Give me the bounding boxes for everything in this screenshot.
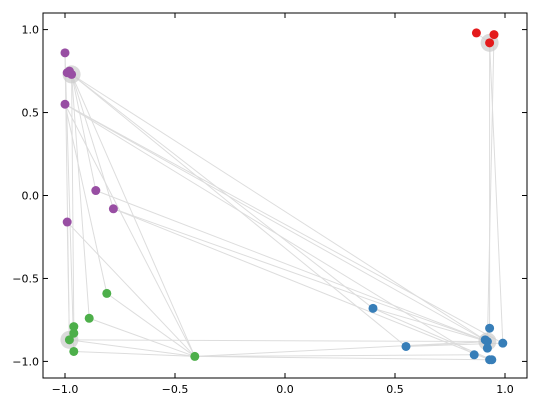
x-tick-label: 1.0 [496,383,514,396]
data-point-blue [485,323,495,333]
data-point-red [485,38,495,48]
graph-edge [66,222,70,340]
graph-edge [95,190,488,342]
tick-labels: −1.0 −0.5 0.0 0.5 1.0 1.0 0.5 0.0 −0.5 −1.0 [12,24,513,396]
data-point-purple [91,186,101,196]
data-point-purple [108,204,118,214]
x-tick-label: 0.5 [386,383,404,396]
data-point-green [69,328,79,338]
edges-layer [64,32,504,361]
data-point-blue [368,303,378,313]
data-point-green [190,351,200,361]
y-tick-label: −1.0 [12,355,39,368]
graph-edge [64,103,475,356]
data-point-blue [498,338,508,348]
y-tick-label: 0.0 [22,190,40,203]
points-layer [60,28,508,365]
x-tick-label: −1.0 [52,383,79,396]
data-point-green [102,288,112,298]
data-point-green [64,335,74,345]
data-point-blue [482,337,492,346]
graph-edge [372,307,488,342]
data-point-purple [67,69,77,79]
graph-edge [73,350,195,357]
y-tick-label: 0.5 [22,107,40,120]
data-point-blue [469,350,479,360]
graph-edge [113,208,490,361]
hubs-layer [60,33,499,351]
ticks-layer [43,13,527,378]
data-point-green [84,313,94,323]
y-tick-label: −0.5 [12,272,39,285]
graph-edge [71,74,114,209]
graph-edge [71,73,488,342]
data-point-purple [60,48,70,58]
data-point-red [489,30,499,40]
graph-edge [69,339,195,357]
data-point-purple [62,217,72,227]
graph-edge [489,42,504,344]
graph-edge [71,74,90,319]
data-point-green [69,322,79,332]
graph-edge [89,317,195,357]
graph-edge [69,339,488,342]
data-point-red [471,28,481,38]
data-point-blue [487,355,497,365]
x-tick-label: −0.5 [162,383,189,396]
graph-edge [64,104,196,357]
graph-edge [66,221,196,357]
data-point-green [69,346,79,356]
data-point-blue [401,341,411,351]
graph-edge [194,354,475,357]
data-point-purple [60,99,70,109]
graph-edge [64,103,504,344]
graph-edge [71,73,374,309]
data-point-blue [482,343,492,353]
graph-edge [64,104,108,294]
graph-edge [71,74,75,327]
graph-edge [64,103,488,342]
graph-edge [486,34,495,342]
graph-edge [71,74,97,191]
graph-edge [194,355,490,361]
y-tick-label: 1.0 [22,24,40,37]
x-tick-label: 0.0 [276,383,294,396]
graph-edge [106,292,196,357]
graph-edge [113,208,488,342]
